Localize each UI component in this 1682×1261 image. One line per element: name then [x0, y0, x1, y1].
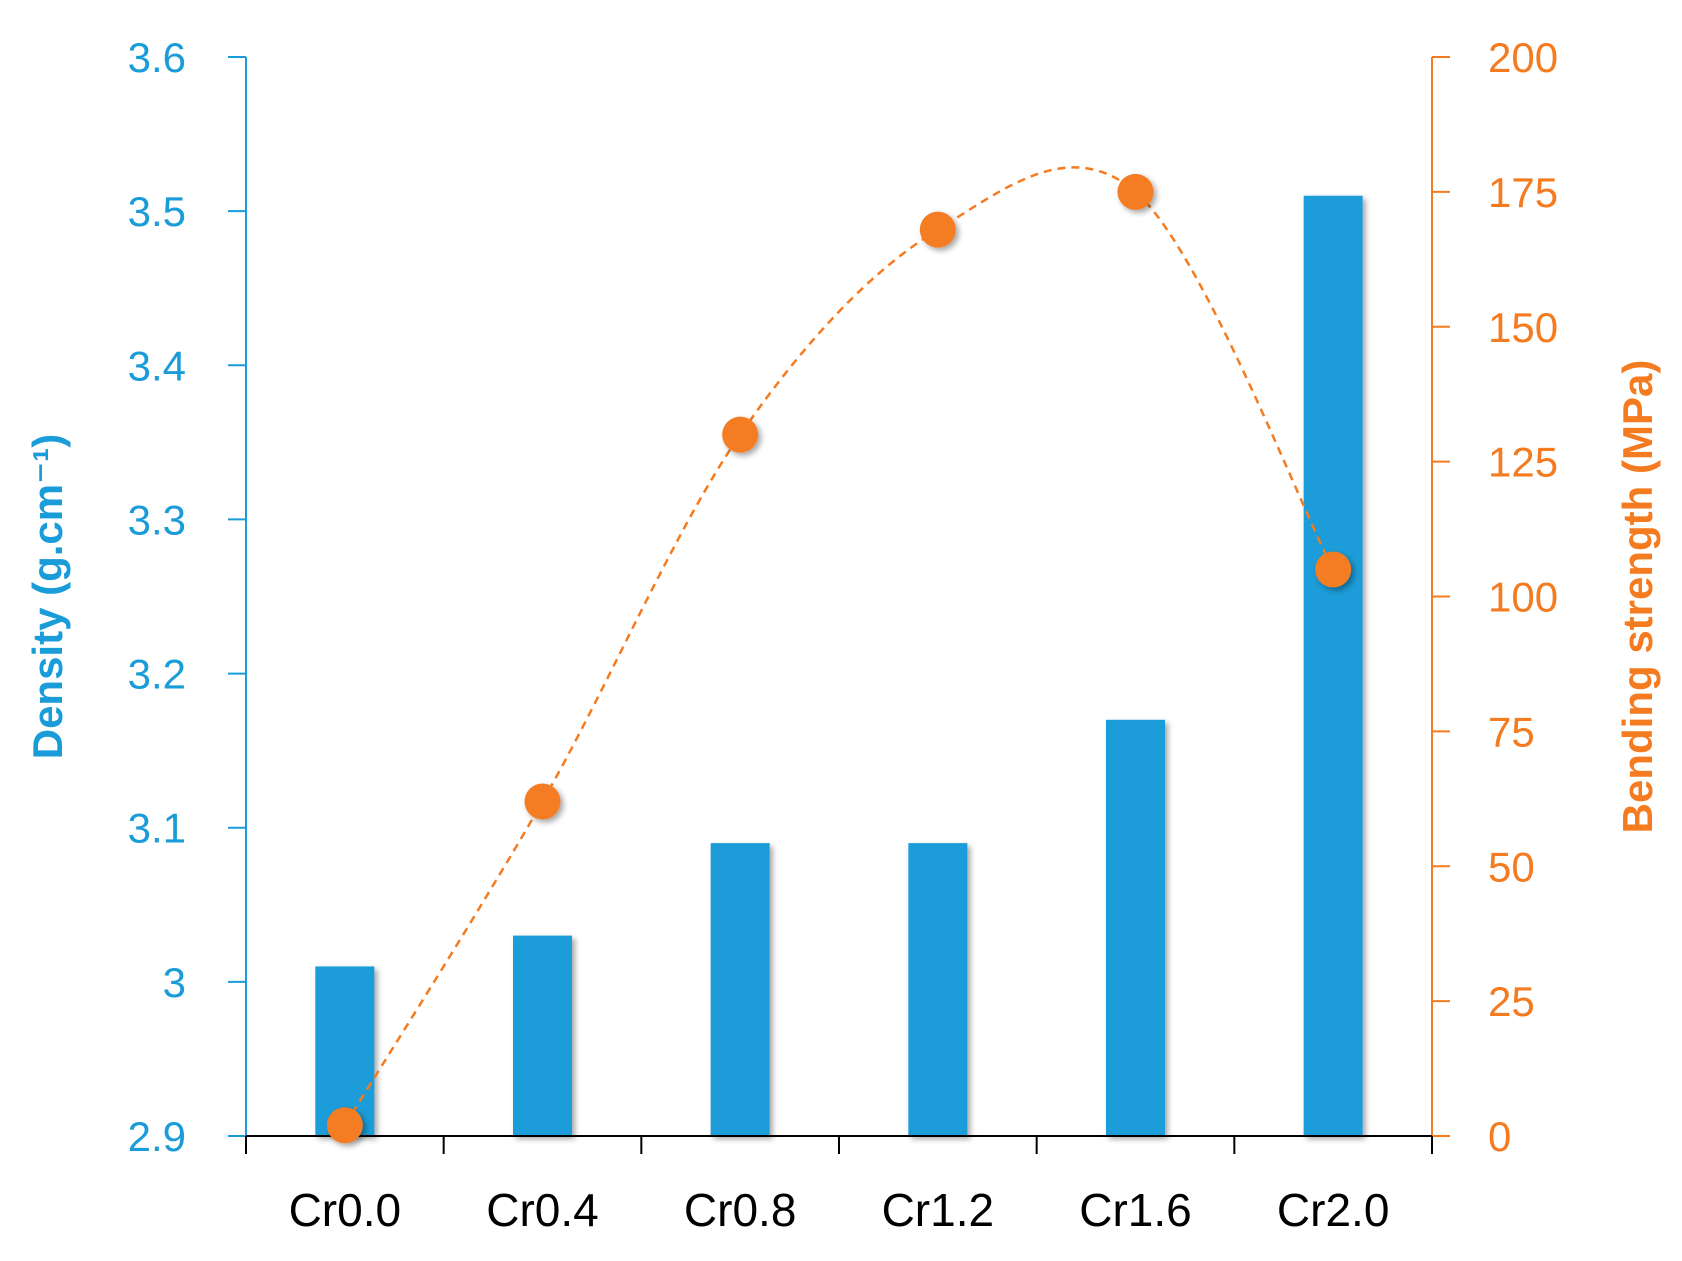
bar-Cr1.6 [1106, 719, 1165, 1136]
y-axis-left-label: Density (g.cm⁻¹) [24, 434, 71, 760]
y-right-tick-label: 25 [1488, 978, 1535, 1025]
point-Cr0.0 [326, 1107, 363, 1144]
bar-Cr1.2 [908, 843, 968, 1136]
point-Cr0.8 [722, 416, 759, 453]
y-right-tick-label: 50 [1488, 843, 1535, 890]
points-layer [326, 173, 1352, 1144]
bending-strength-line [343, 166, 1335, 1126]
y-right-tick-label: 75 [1488, 708, 1535, 755]
y-left-tick-label: 3.4 [128, 342, 186, 389]
x-tick-label-Cr2.0: Cr2.0 [1277, 1184, 1389, 1236]
y-left-tick-label: 3.5 [128, 188, 186, 235]
point-Cr1.2 [919, 211, 956, 248]
y-left-tick-label: 3.2 [128, 651, 186, 698]
point-Cr1.6 [1117, 173, 1154, 210]
y-left-tick-label: 3.6 [128, 34, 186, 81]
bars-layer [315, 195, 1363, 1136]
bar-Cr0.4 [513, 935, 572, 1136]
labels-layer: Density (g.cm⁻¹) Bending strength (MPa) [24, 360, 1661, 834]
bar-Cr0.8 [710, 843, 770, 1136]
x-tick-label-Cr1.6: Cr1.6 [1079, 1184, 1191, 1236]
point-Cr0.4 [524, 783, 561, 820]
y-left-tick-label: 3.1 [128, 805, 186, 852]
x-tick-label-Cr0.0: Cr0.0 [289, 1184, 401, 1236]
y-axis-right-label: Bending strength (MPa) [1614, 360, 1661, 834]
y-right-tick-label: 175 [1488, 169, 1558, 216]
y-left-tick-label: 3 [163, 959, 186, 1006]
axes-layer: 2.9 3 3.1 3.2 3.3 3.4 3.5 3.6 0 25 50 75 100 125 150 17… [128, 34, 1558, 1236]
y-right-tick-label: 150 [1488, 304, 1558, 351]
y-left-tick-label: 2.9 [128, 1113, 186, 1160]
point-Cr2.0 [1315, 551, 1352, 588]
bar-Cr2.0 [1303, 195, 1363, 1136]
y-right-tick-label: 125 [1488, 439, 1558, 486]
x-tick-label-Cr0.4: Cr0.4 [486, 1184, 598, 1236]
y-right-tick-label: 0 [1488, 1113, 1511, 1160]
x-tick-label-Cr0.8: Cr0.8 [684, 1184, 796, 1236]
x-tick-label-Cr1.2: Cr1.2 [882, 1184, 994, 1236]
line-layer [343, 166, 1335, 1126]
y-right-tick-label: 200 [1488, 34, 1558, 81]
y-left-tick-label: 3.3 [128, 496, 186, 543]
y-right-tick-label: 100 [1488, 574, 1558, 621]
